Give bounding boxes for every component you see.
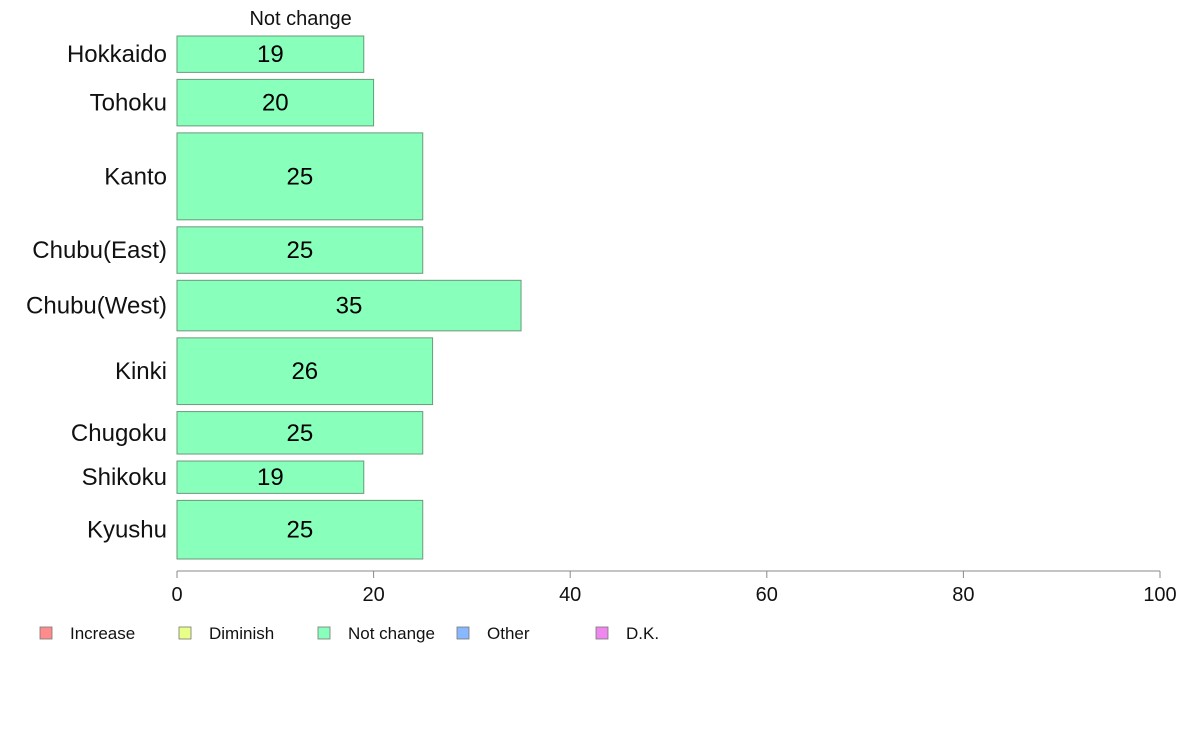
- bar-value-label: 35: [336, 293, 363, 320]
- bar-value-label: 25: [287, 517, 314, 544]
- bar-value-label: 19: [257, 41, 284, 68]
- bar-value-label: 25: [287, 163, 314, 190]
- legend-label: Not change: [348, 624, 435, 643]
- bar-shikoku: [176, 460, 365, 494]
- bar-value-label: 19: [257, 464, 284, 491]
- x-tick-label: 60: [756, 584, 778, 606]
- legend-label: Diminish: [209, 624, 274, 643]
- x-tick-label: 40: [559, 584, 581, 606]
- bar-kanto: [176, 132, 424, 221]
- legend-swatch: [39, 626, 53, 640]
- legend-label: Other: [487, 624, 530, 643]
- category-label: Chubu(East): [32, 237, 167, 264]
- bar-value-label: 20: [262, 90, 289, 117]
- category-label: Kinki: [115, 358, 167, 385]
- bar-chugoku: [176, 411, 424, 455]
- legend-swatch: [595, 626, 609, 640]
- legend-swatch: [456, 626, 470, 640]
- legend-label: D.K.: [626, 624, 659, 643]
- legend-swatch: [317, 626, 331, 640]
- bar-chubu-west-: [176, 279, 522, 332]
- bar-kyushu: [176, 499, 424, 560]
- bar-value-label: 25: [287, 237, 314, 264]
- bar-hokkaido: [176, 35, 365, 73]
- category-label: Shikoku: [82, 464, 167, 491]
- category-label: Hokkaido: [67, 41, 167, 68]
- category-label: Chubu(West): [26, 293, 167, 320]
- x-axis: 0 20 40 60 80 100: [171, 570, 1177, 606]
- bar-tohoku: [176, 78, 375, 127]
- category-label: Kyushu: [87, 517, 167, 544]
- bar-value-label: 26: [291, 358, 318, 385]
- bar-kinki: [176, 337, 434, 406]
- category-labels: Hokkaido Tohoku Kanto Chubu(East) Chubu(West…: [26, 41, 167, 543]
- legend: Increase Diminish Not change Other D.K.: [39, 624, 659, 643]
- x-tick-label: 0: [171, 584, 182, 606]
- x-tick-label: 20: [362, 584, 384, 606]
- category-label: Tohoku: [90, 90, 167, 117]
- x-tick-label: 80: [952, 584, 974, 606]
- category-label: Chugoku: [71, 420, 167, 447]
- bar-chubu-east-: [176, 226, 424, 274]
- bar-value-label: 25: [287, 420, 314, 447]
- category-label: Kanto: [104, 163, 167, 190]
- legend-swatch: [178, 626, 192, 640]
- series-title: Not change: [249, 8, 351, 30]
- x-tick-label: 100: [1143, 584, 1176, 606]
- legend-label: Increase: [70, 624, 135, 643]
